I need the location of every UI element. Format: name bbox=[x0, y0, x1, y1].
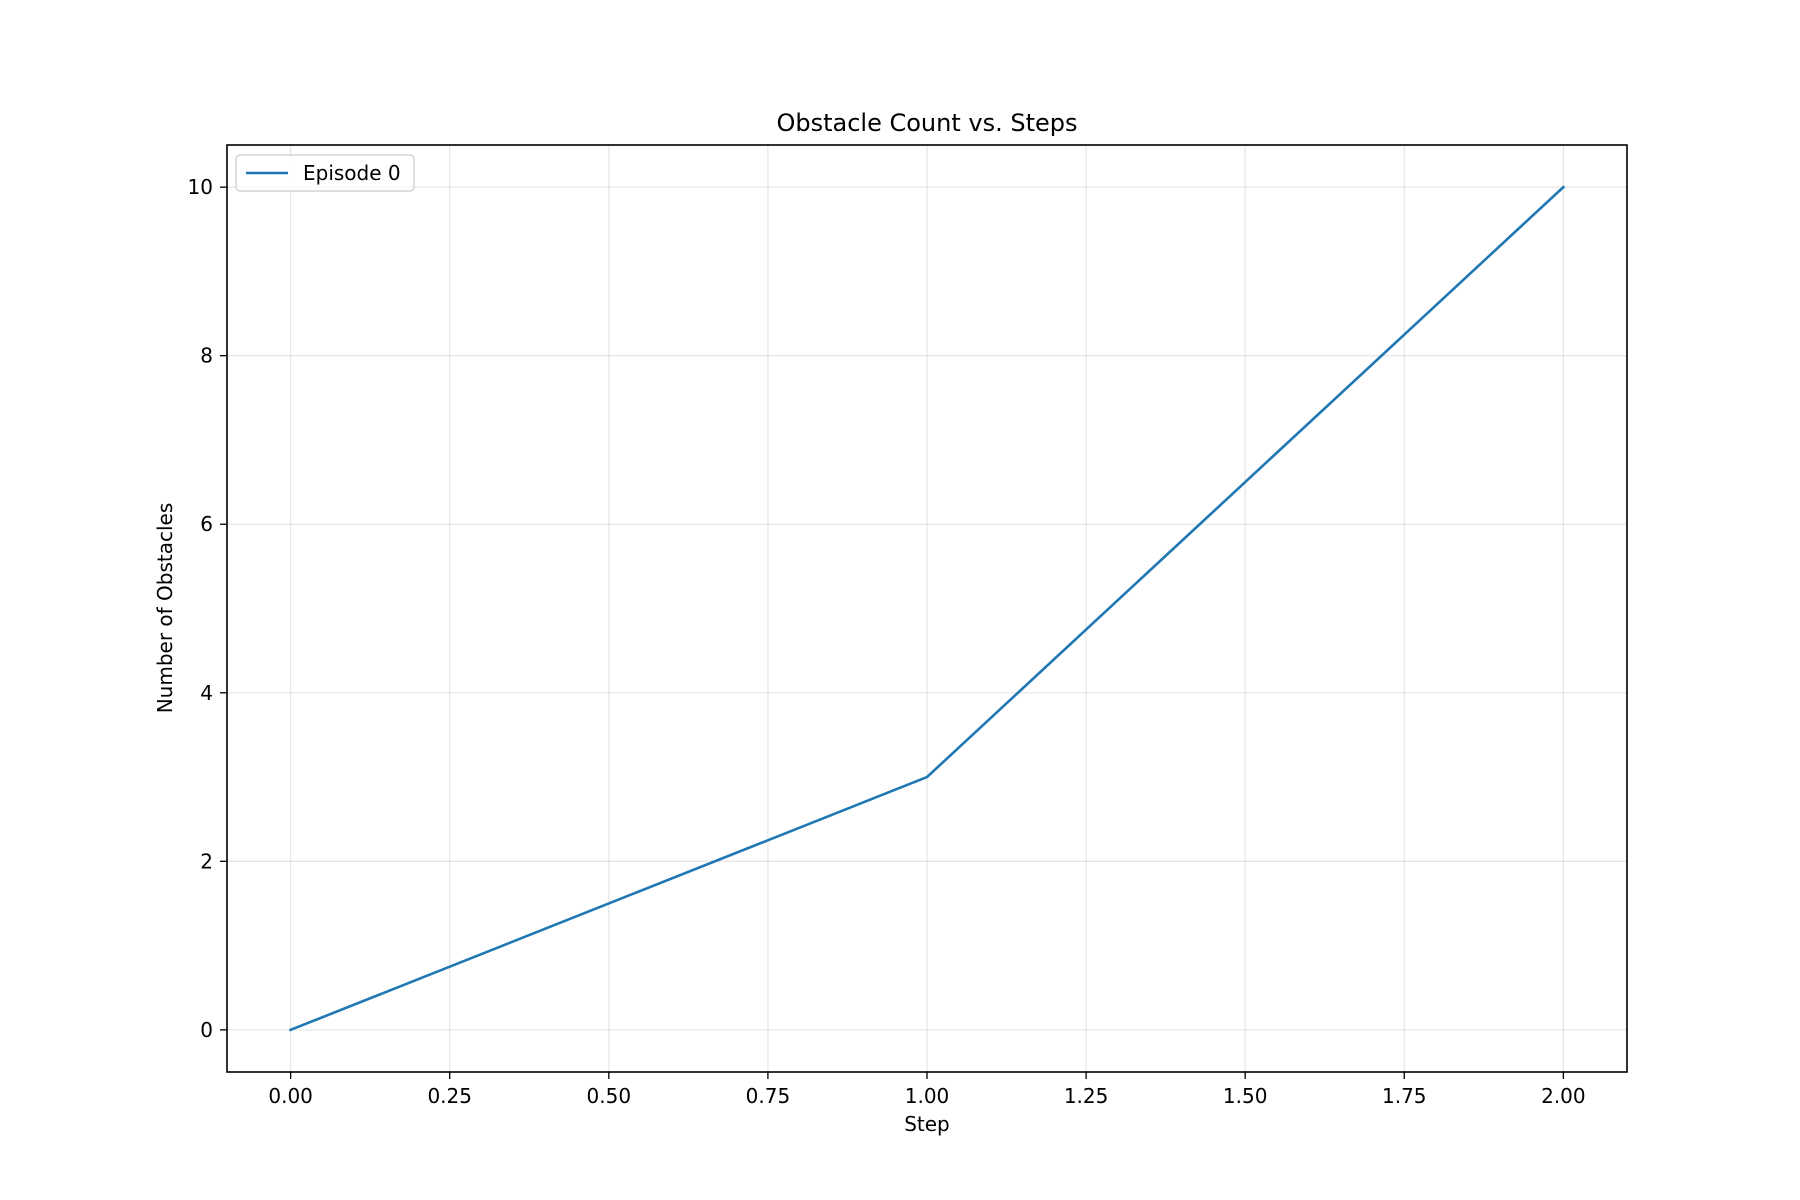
legend-box bbox=[235, 154, 415, 192]
x-tick-label: 1.50 bbox=[1223, 1084, 1268, 1108]
y-tick-label: 10 bbox=[188, 175, 213, 199]
x-tick-label: 2.00 bbox=[1541, 1084, 1586, 1108]
y-tick-label: 2 bbox=[200, 849, 213, 873]
y-tick-label: 6 bbox=[200, 512, 213, 536]
series-line bbox=[288, 185, 1566, 1032]
series-layer bbox=[288, 185, 1566, 1032]
x-ticks: 0.00 0.25 0.50 0.75 1.00 1.25 1.50 1.75 2.00 bbox=[268, 1072, 1586, 1108]
y-tick-label: 8 bbox=[200, 344, 213, 368]
x-tick-label: 1.00 bbox=[905, 1084, 950, 1108]
y-tick-label: 0 bbox=[200, 1018, 213, 1042]
y-ticks: 0 2 4 6 8 10 bbox=[188, 175, 227, 1042]
y-axis-label: Number of Obstacles bbox=[153, 503, 177, 714]
x-tick-label: 1.75 bbox=[1382, 1084, 1427, 1108]
x-tick-label: 0.50 bbox=[587, 1084, 632, 1108]
y-tick-label: 4 bbox=[200, 681, 213, 705]
x-tick-label: 1.25 bbox=[1064, 1084, 1109, 1108]
legend: Episode 0 bbox=[235, 154, 415, 192]
x-tick-label: 0.25 bbox=[427, 1084, 472, 1108]
grid bbox=[227, 145, 1627, 1072]
x-axis-label: Step bbox=[904, 1112, 950, 1136]
x-tick-label: 0.75 bbox=[746, 1084, 791, 1108]
x-tick-label: 0.00 bbox=[268, 1084, 313, 1108]
legend-label: Episode 0 bbox=[303, 161, 401, 185]
chart-title: Obstacle Count vs. Steps bbox=[776, 109, 1077, 137]
